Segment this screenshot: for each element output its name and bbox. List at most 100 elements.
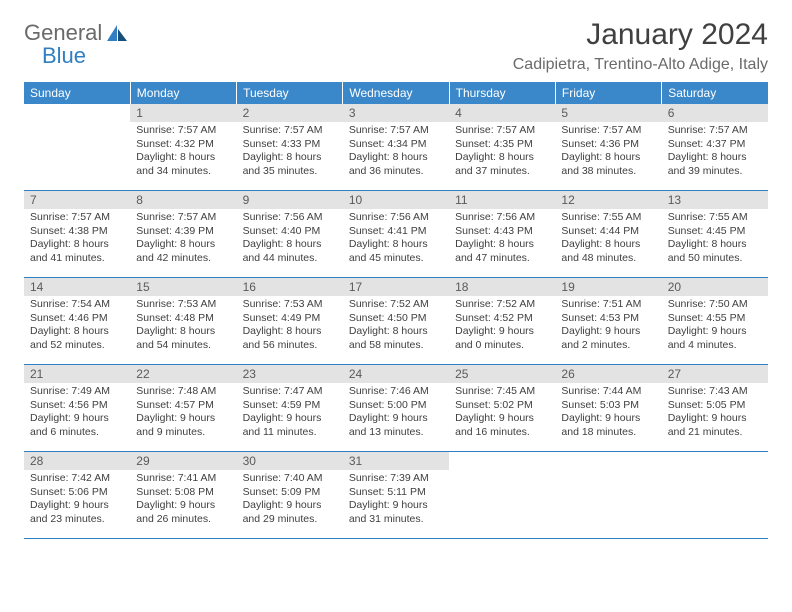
calendar-day-cell <box>662 452 768 539</box>
calendar-day-cell: 20Sunrise: 7:50 AMSunset: 4:55 PMDayligh… <box>662 278 768 365</box>
daylight-text: Daylight: 9 hours and 9 minutes. <box>136 412 230 439</box>
daylight-text: Daylight: 8 hours and 48 minutes. <box>561 238 655 265</box>
sunrise-text: Sunrise: 7:57 AM <box>561 124 655 138</box>
calendar-week-row: 14Sunrise: 7:54 AMSunset: 4:46 PMDayligh… <box>24 278 768 365</box>
day-details: Sunrise: 7:42 AMSunset: 5:06 PMDaylight:… <box>24 470 130 531</box>
sunset-text: Sunset: 4:39 PM <box>136 225 230 239</box>
day-number <box>662 452 768 456</box>
location-subtitle: Cadipietra, Trentino-Alto Adige, Italy <box>513 56 768 74</box>
day-details: Sunrise: 7:57 AMSunset: 4:34 PMDaylight:… <box>343 122 449 183</box>
day-details: Sunrise: 7:57 AMSunset: 4:36 PMDaylight:… <box>555 122 661 183</box>
daylight-text: Daylight: 9 hours and 11 minutes. <box>243 412 337 439</box>
calendar-day-cell <box>555 452 661 539</box>
sunset-text: Sunset: 5:11 PM <box>349 486 443 500</box>
day-number: 26 <box>555 365 661 383</box>
sunrise-text: Sunrise: 7:47 AM <box>243 385 337 399</box>
day-number: 4 <box>449 104 555 122</box>
sunrise-text: Sunrise: 7:53 AM <box>243 298 337 312</box>
sunrise-text: Sunrise: 7:56 AM <box>349 211 443 225</box>
sunrise-text: Sunrise: 7:55 AM <box>668 211 762 225</box>
calendar-day-cell: 21Sunrise: 7:49 AMSunset: 4:56 PMDayligh… <box>24 365 130 452</box>
calendar-day-cell: 26Sunrise: 7:44 AMSunset: 5:03 PMDayligh… <box>555 365 661 452</box>
sunrise-text: Sunrise: 7:42 AM <box>30 472 124 486</box>
daylight-text: Daylight: 8 hours and 56 minutes. <box>243 325 337 352</box>
day-details: Sunrise: 7:57 AMSunset: 4:32 PMDaylight:… <box>130 122 236 183</box>
daylight-text: Daylight: 8 hours and 54 minutes. <box>136 325 230 352</box>
sunrise-text: Sunrise: 7:57 AM <box>455 124 549 138</box>
day-number: 29 <box>130 452 236 470</box>
calendar-day-cell: 17Sunrise: 7:52 AMSunset: 4:50 PMDayligh… <box>343 278 449 365</box>
weekday-header-row: Sunday Monday Tuesday Wednesday Thursday… <box>24 82 768 104</box>
day-details: Sunrise: 7:55 AMSunset: 4:45 PMDaylight:… <box>662 209 768 270</box>
day-details: Sunrise: 7:44 AMSunset: 5:03 PMDaylight:… <box>555 383 661 444</box>
day-details: Sunrise: 7:55 AMSunset: 4:44 PMDaylight:… <box>555 209 661 270</box>
sunset-text: Sunset: 5:06 PM <box>30 486 124 500</box>
sunset-text: Sunset: 4:41 PM <box>349 225 443 239</box>
sunset-text: Sunset: 4:44 PM <box>561 225 655 239</box>
sunset-text: Sunset: 4:34 PM <box>349 138 443 152</box>
day-number: 16 <box>237 278 343 296</box>
daylight-text: Daylight: 8 hours and 36 minutes. <box>349 151 443 178</box>
page-title: January 2024 <box>513 18 768 52</box>
day-details: Sunrise: 7:57 AMSunset: 4:35 PMDaylight:… <box>449 122 555 183</box>
calendar-day-cell: 24Sunrise: 7:46 AMSunset: 5:00 PMDayligh… <box>343 365 449 452</box>
day-number <box>24 104 130 108</box>
day-details: Sunrise: 7:43 AMSunset: 5:05 PMDaylight:… <box>662 383 768 444</box>
sunset-text: Sunset: 4:49 PM <box>243 312 337 326</box>
sunrise-text: Sunrise: 7:57 AM <box>136 211 230 225</box>
daylight-text: Daylight: 9 hours and 0 minutes. <box>455 325 549 352</box>
sunrise-text: Sunrise: 7:53 AM <box>136 298 230 312</box>
day-details: Sunrise: 7:47 AMSunset: 4:59 PMDaylight:… <box>237 383 343 444</box>
sunset-text: Sunset: 5:00 PM <box>349 399 443 413</box>
sunrise-text: Sunrise: 7:57 AM <box>136 124 230 138</box>
calendar-day-cell: 10Sunrise: 7:56 AMSunset: 4:41 PMDayligh… <box>343 191 449 278</box>
sunset-text: Sunset: 4:52 PM <box>455 312 549 326</box>
day-details: Sunrise: 7:45 AMSunset: 5:02 PMDaylight:… <box>449 383 555 444</box>
calendar-day-cell: 19Sunrise: 7:51 AMSunset: 4:53 PMDayligh… <box>555 278 661 365</box>
calendar-day-cell: 7Sunrise: 7:57 AMSunset: 4:38 PMDaylight… <box>24 191 130 278</box>
day-number: 18 <box>449 278 555 296</box>
day-number: 14 <box>24 278 130 296</box>
calendar-week-row: 1Sunrise: 7:57 AMSunset: 4:32 PMDaylight… <box>24 104 768 191</box>
sunset-text: Sunset: 4:55 PM <box>668 312 762 326</box>
day-number: 2 <box>237 104 343 122</box>
sunrise-text: Sunrise: 7:50 AM <box>668 298 762 312</box>
weekday-header: Wednesday <box>343 82 449 104</box>
day-number: 12 <box>555 191 661 209</box>
sunset-text: Sunset: 4:36 PM <box>561 138 655 152</box>
daylight-text: Daylight: 8 hours and 35 minutes. <box>243 151 337 178</box>
calendar-day-cell <box>449 452 555 539</box>
sunrise-text: Sunrise: 7:49 AM <box>30 385 124 399</box>
day-number: 15 <box>130 278 236 296</box>
sunrise-text: Sunrise: 7:57 AM <box>349 124 443 138</box>
sunset-text: Sunset: 4:33 PM <box>243 138 337 152</box>
day-details: Sunrise: 7:39 AMSunset: 5:11 PMDaylight:… <box>343 470 449 531</box>
day-number: 9 <box>237 191 343 209</box>
sunset-text: Sunset: 5:09 PM <box>243 486 337 500</box>
sunset-text: Sunset: 5:03 PM <box>561 399 655 413</box>
calendar-day-cell: 14Sunrise: 7:54 AMSunset: 4:46 PMDayligh… <box>24 278 130 365</box>
sunrise-text: Sunrise: 7:56 AM <box>243 211 337 225</box>
sunrise-text: Sunrise: 7:39 AM <box>349 472 443 486</box>
sunset-text: Sunset: 4:50 PM <box>349 312 443 326</box>
calendar-day-cell: 8Sunrise: 7:57 AMSunset: 4:39 PMDaylight… <box>130 191 236 278</box>
sunrise-text: Sunrise: 7:46 AM <box>349 385 443 399</box>
calendar-table: Sunday Monday Tuesday Wednesday Thursday… <box>24 82 768 539</box>
calendar-week-row: 28Sunrise: 7:42 AMSunset: 5:06 PMDayligh… <box>24 452 768 539</box>
day-number: 30 <box>237 452 343 470</box>
calendar-day-cell: 12Sunrise: 7:55 AMSunset: 4:44 PMDayligh… <box>555 191 661 278</box>
daylight-text: Daylight: 9 hours and 16 minutes. <box>455 412 549 439</box>
calendar-day-cell: 31Sunrise: 7:39 AMSunset: 5:11 PMDayligh… <box>343 452 449 539</box>
weekday-header: Saturday <box>662 82 768 104</box>
calendar-day-cell: 22Sunrise: 7:48 AMSunset: 4:57 PMDayligh… <box>130 365 236 452</box>
day-details: Sunrise: 7:57 AMSunset: 4:39 PMDaylight:… <box>130 209 236 270</box>
sunrise-text: Sunrise: 7:41 AM <box>136 472 230 486</box>
daylight-text: Daylight: 8 hours and 41 minutes. <box>30 238 124 265</box>
sunset-text: Sunset: 4:32 PM <box>136 138 230 152</box>
day-number: 10 <box>343 191 449 209</box>
day-details: Sunrise: 7:40 AMSunset: 5:09 PMDaylight:… <box>237 470 343 531</box>
calendar-week-row: 21Sunrise: 7:49 AMSunset: 4:56 PMDayligh… <box>24 365 768 452</box>
day-details: Sunrise: 7:56 AMSunset: 4:43 PMDaylight:… <box>449 209 555 270</box>
day-number: 21 <box>24 365 130 383</box>
daylight-text: Daylight: 8 hours and 47 minutes. <box>455 238 549 265</box>
